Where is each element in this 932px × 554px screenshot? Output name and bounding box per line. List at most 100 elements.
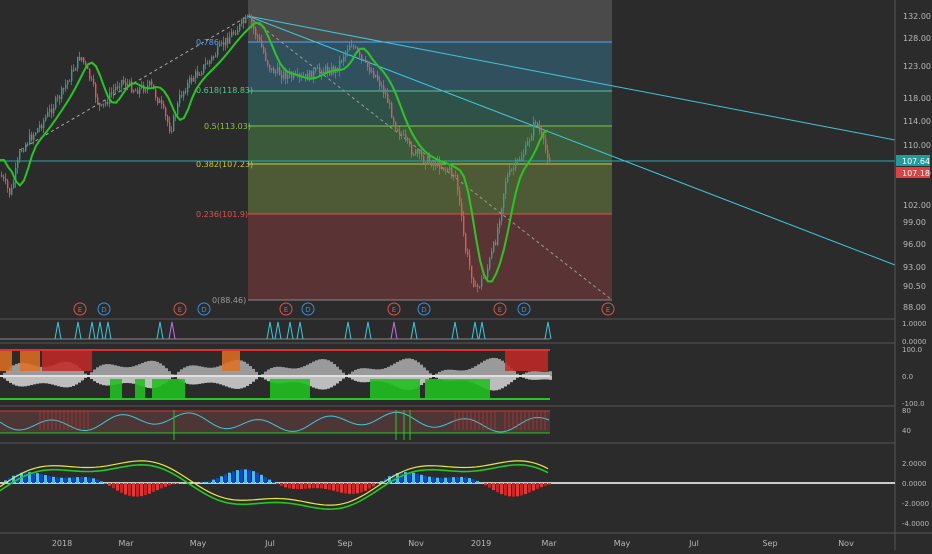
- marker-label: E: [284, 306, 288, 314]
- candle-body: [431, 162, 432, 166]
- candle-body: [77, 57, 78, 68]
- macd-histogram-bar: [332, 483, 335, 491]
- candle-body: [287, 75, 288, 79]
- oscillator-bar: [186, 376, 189, 384]
- candle-body: [471, 266, 472, 279]
- indicator-axis-label: 40: [902, 427, 911, 435]
- macd-histogram-bar: [432, 477, 435, 483]
- oscillator-bar: [240, 360, 243, 376]
- macd-histogram-bar: [324, 483, 327, 489]
- macd-histogram-bar: [452, 477, 455, 483]
- candle-body: [325, 66, 326, 71]
- oscillator-bar: [144, 362, 147, 376]
- candle-body: [515, 160, 516, 168]
- candle-body: [521, 157, 522, 160]
- macd-histogram-bar: [144, 483, 147, 495]
- oscillator-bar: [96, 367, 99, 376]
- marker-label: D: [521, 306, 526, 314]
- candle-body: [477, 285, 478, 287]
- candle-body: [267, 60, 268, 64]
- oscillator-bar: [123, 367, 126, 376]
- indicator-axis-label: 1.0000: [902, 320, 927, 328]
- marker-label: E: [498, 306, 502, 314]
- candle-body: [361, 55, 362, 60]
- oscillator-bar: [216, 376, 219, 383]
- price-axis-label: 128.00: [903, 34, 931, 43]
- candle-body: [435, 163, 436, 166]
- oscillator-bar: [72, 376, 75, 386]
- candle-body: [1, 175, 2, 177]
- candle-body: [377, 75, 378, 81]
- candle-body: [413, 155, 414, 156]
- oscillator-bar: [471, 368, 474, 376]
- oscillator-bar: [150, 361, 153, 376]
- candle-body: [73, 70, 74, 71]
- time-axis-label: May: [190, 539, 207, 548]
- candle-body: [11, 188, 12, 195]
- price-axis-label: 132.00: [903, 12, 931, 21]
- oscillator-bar: [228, 376, 231, 388]
- candle-body: [247, 15, 248, 16]
- oscillator-bar: [147, 361, 150, 376]
- oscillator-bar: [21, 376, 24, 387]
- candle-body: [245, 17, 246, 23]
- fib-label-500: 0.5(113.03): [204, 122, 251, 131]
- candle-body: [123, 80, 124, 82]
- candle-body: [269, 65, 270, 70]
- candle-body: [35, 133, 36, 135]
- candle-body: [451, 167, 452, 174]
- candle-body: [163, 104, 164, 108]
- oscillator-bar: [201, 376, 204, 383]
- oscillator-bar: [414, 360, 417, 376]
- candle-body: [275, 72, 276, 74]
- macd-histogram-bar: [300, 483, 303, 489]
- macd-histogram-bar: [548, 483, 551, 485]
- oscillator-bar: [483, 361, 486, 376]
- oscillator-bar: [282, 367, 285, 376]
- candle-body: [119, 86, 120, 87]
- candle-body: [207, 63, 208, 64]
- oscillator-bar: [45, 376, 48, 383]
- price-axis-label: 118.00: [903, 94, 931, 103]
- candle-body: [111, 93, 112, 94]
- oscillator-bar: [12, 365, 15, 376]
- macd-histogram-bar: [516, 483, 519, 496]
- oscillator-bar: [468, 369, 471, 376]
- macd-histogram-bar: [44, 475, 47, 483]
- oscillator-bar: [132, 366, 135, 376]
- oscillator-bar: [33, 376, 36, 384]
- fib-zone-top: [248, 0, 612, 42]
- macd-histogram-bar: [24, 472, 27, 483]
- oscillator-bar: [411, 359, 414, 376]
- candle-body: [47, 112, 48, 117]
- oscillator-bar: [330, 376, 333, 387]
- candle-body: [19, 151, 20, 159]
- oscillator-bar: [243, 376, 246, 387]
- oscillator-oversold-zone: [152, 379, 185, 398]
- candle-body: [329, 73, 330, 75]
- candle-body: [493, 242, 494, 251]
- candle-body: [225, 38, 226, 46]
- oscillator-bar: [30, 376, 33, 385]
- macd-histogram-bar: [132, 483, 135, 497]
- candle-body: [453, 174, 454, 175]
- macd-histogram-bar: [100, 481, 103, 483]
- candle-body: [53, 108, 54, 113]
- candle-body: [3, 177, 4, 179]
- oscillator-bar: [246, 364, 249, 376]
- candle-body: [475, 285, 476, 287]
- candle-body: [149, 81, 150, 85]
- oscillator-bar: [378, 369, 381, 376]
- oscillator-bar: [291, 368, 294, 376]
- macd-histogram-bar: [68, 478, 71, 483]
- macd-histogram-bar: [316, 483, 319, 488]
- candle-body: [423, 156, 424, 163]
- candle-body: [239, 24, 240, 30]
- oscillator-bar: [15, 376, 18, 386]
- oscillator-bar: [219, 366, 222, 376]
- oscillator-bar: [312, 362, 315, 376]
- candle-body: [151, 81, 152, 84]
- candle-body: [95, 84, 96, 97]
- oscillator-bar: [273, 367, 276, 376]
